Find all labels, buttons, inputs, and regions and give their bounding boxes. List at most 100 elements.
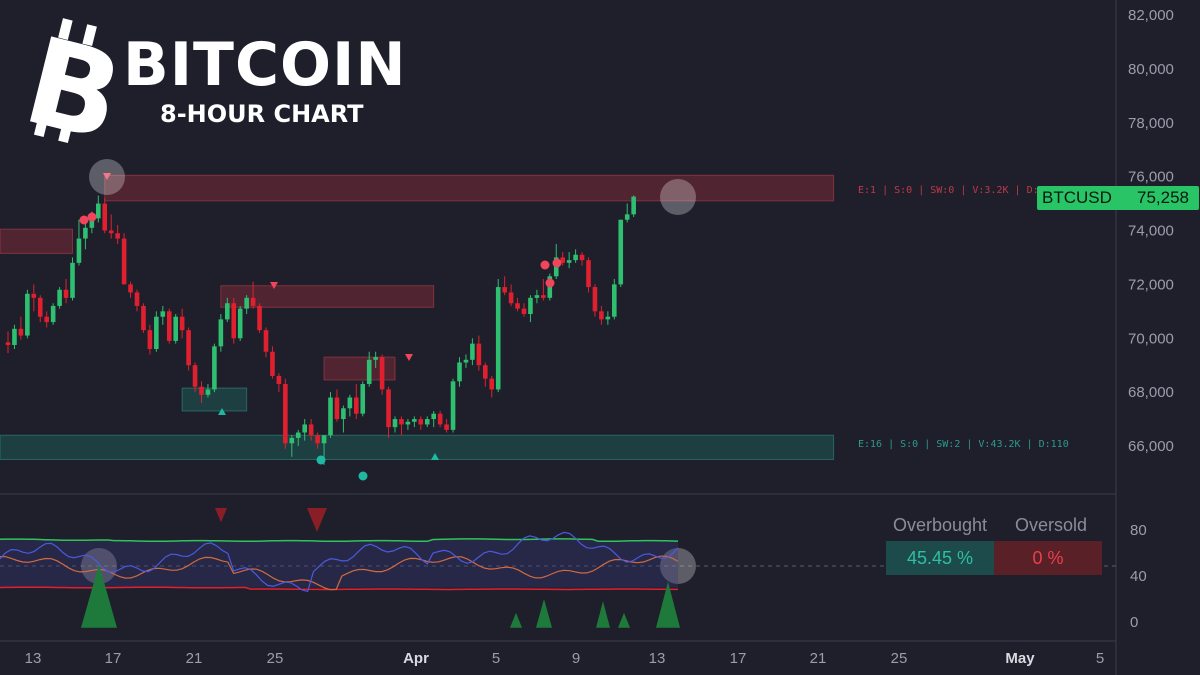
oversold-value: 0 % <box>994 541 1102 575</box>
candle-body <box>463 359 469 363</box>
chart-subtitle: 8-HOUR CHART <box>160 100 364 128</box>
candle-body <box>302 424 307 433</box>
x-tick-label: 13 <box>649 650 666 667</box>
candle-body <box>605 316 611 320</box>
y-tick-label: 66,000 <box>1128 438 1174 455</box>
y-tick-label: 70,000 <box>1128 330 1174 347</box>
candle-body <box>225 303 230 320</box>
y-tick-label: 74,000 <box>1128 223 1174 240</box>
osc-tick-label: 40 <box>1130 568 1147 585</box>
price-tag-value: 75,258 <box>1137 188 1189 207</box>
osc-volume-spike <box>536 599 552 628</box>
candle-body <box>276 375 282 385</box>
candle-body <box>386 389 391 428</box>
candle-body <box>83 227 88 239</box>
candle-body <box>392 419 398 428</box>
candle-body <box>128 284 133 293</box>
osc-band-fill <box>0 538 678 588</box>
candle-body <box>508 292 514 304</box>
osc-volume-spike <box>510 612 522 628</box>
candle-body <box>231 303 237 339</box>
osc-upper-line <box>0 538 679 543</box>
candle-body <box>334 397 340 420</box>
resistance-zone <box>104 174 835 202</box>
candle-body <box>612 284 617 317</box>
candle-body <box>618 219 624 285</box>
candle-body <box>263 330 269 352</box>
x-tick-label: 21 <box>810 650 827 667</box>
candle-body <box>257 305 262 331</box>
candle-body <box>212 346 217 390</box>
candle-body <box>373 357 378 360</box>
candle-body <box>573 254 578 261</box>
candle-body <box>399 419 404 425</box>
candle-body <box>328 397 333 436</box>
x-tick-label: 17 <box>105 650 122 667</box>
axes-layer: 82,000 80,000 78,000 76,000 74,000 72,000 70,0… <box>25 7 1174 667</box>
candle-body <box>166 311 172 341</box>
candle-body <box>624 214 630 220</box>
x-tick-label: 13 <box>25 650 42 667</box>
y-tick-label: 78,000 <box>1128 115 1174 132</box>
candle-body <box>121 238 127 285</box>
osc-top-marker <box>215 508 227 523</box>
candle-body <box>250 297 256 306</box>
candle-body <box>244 297 249 309</box>
candle-body <box>502 287 507 293</box>
candle-body <box>102 203 108 231</box>
candle-body <box>96 203 101 219</box>
candle-body <box>424 419 430 425</box>
candle-body <box>186 330 191 366</box>
candle-body <box>70 262 75 298</box>
highlight-circle <box>660 179 696 215</box>
candle-body <box>444 424 449 430</box>
candle-body <box>431 413 436 420</box>
overbought-label: Overbought <box>893 515 988 535</box>
candle-body <box>515 303 520 309</box>
candle-body <box>483 365 488 379</box>
candle-body <box>108 230 114 234</box>
oscillator-layer <box>0 508 680 628</box>
oversold-label: Oversold <box>1015 515 1088 535</box>
candle-body <box>405 421 411 425</box>
resistance-zone <box>220 285 435 308</box>
candle-body <box>495 287 501 390</box>
candle-body <box>89 218 95 228</box>
sell-signal-dot <box>552 258 562 268</box>
candle-body <box>586 260 591 288</box>
buy-signal-dot <box>358 471 368 481</box>
candle-body <box>560 257 565 263</box>
candle-body <box>437 413 443 425</box>
overbought-value: 45.45 % <box>886 541 994 575</box>
candle-body <box>315 435 320 444</box>
y-tick-label: 76,000 <box>1128 169 1174 186</box>
candle-body <box>450 381 456 430</box>
candle-body <box>360 384 366 414</box>
support-zone <box>0 434 835 460</box>
x-tick-label: 21 <box>186 650 203 667</box>
candle-body <box>44 316 49 323</box>
candle-body <box>418 419 424 425</box>
candle-body <box>592 287 598 312</box>
candle-body <box>25 293 30 336</box>
candle-body <box>489 378 495 390</box>
candle-body <box>341 408 346 420</box>
candle-body <box>457 362 462 382</box>
candle-body <box>366 359 372 385</box>
candle-body <box>541 295 546 298</box>
candle-body <box>147 330 153 350</box>
candle-body <box>476 343 482 366</box>
sell-signal-dot <box>79 215 89 225</box>
lower-zone-label: E:16 | S:0 | SW:2 | V:43.2K | D:110 <box>858 439 1069 450</box>
candle-body <box>31 293 37 298</box>
x-tick-label: 25 <box>891 650 908 667</box>
svg-text:B: B <box>12 12 134 169</box>
candle-body <box>179 316 185 331</box>
sell-signal-dot <box>545 278 555 288</box>
x-tick-label: 25 <box>267 650 284 667</box>
candles-layer <box>5 195 636 465</box>
candle-body <box>173 316 178 341</box>
sell-triangle <box>270 282 278 289</box>
sell-triangle <box>405 354 413 361</box>
candle-body <box>63 289 69 298</box>
